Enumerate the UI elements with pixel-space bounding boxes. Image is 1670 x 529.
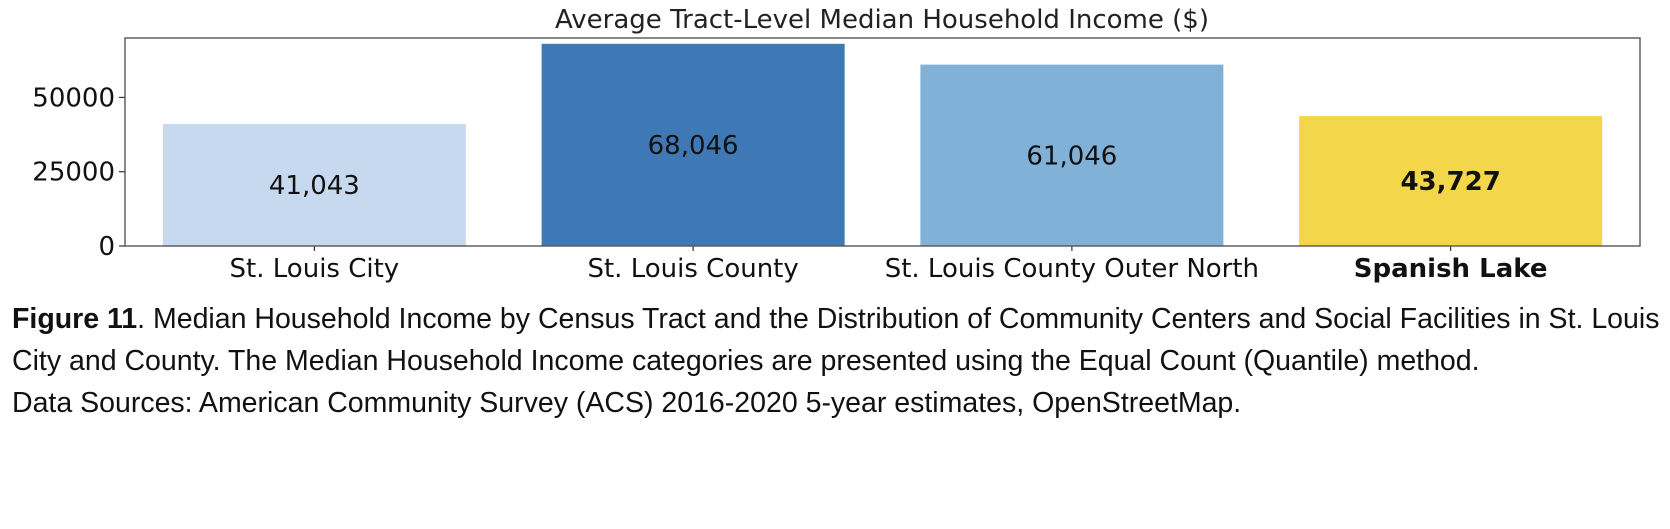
x-tick-label: St. Louis County Outer North bbox=[885, 254, 1259, 284]
x-tick-label: St. Louis City bbox=[230, 254, 400, 284]
figure-label: Figure 11 bbox=[12, 303, 138, 335]
bar-st-louis-county-outer-north bbox=[920, 64, 1224, 246]
plot-frame bbox=[124, 37, 1641, 247]
bar-st-louis-city bbox=[162, 124, 466, 246]
bar-value-label: 43,727 bbox=[1400, 167, 1500, 197]
x-tick-label: St. Louis County bbox=[587, 254, 798, 284]
caption-body: Figure 11. Median Household Income by Ce… bbox=[12, 298, 1662, 382]
bar-chart: Average Tract-Level Median Household Inc… bbox=[32, 5, 1641, 284]
plot-area: 41,043 St. Louis City 68,046 St. Louis Coun… bbox=[32, 37, 1641, 284]
bar-value-label: 41,043 bbox=[269, 171, 360, 201]
bar-value-label: 61,046 bbox=[1026, 141, 1117, 171]
x-tick-label: Spanish Lake bbox=[1354, 254, 1548, 284]
figure-caption: Figure 11. Median Household Income by Ce… bbox=[12, 298, 1662, 424]
bar-st-louis-county bbox=[541, 43, 845, 247]
bar-value-label: 68,046 bbox=[648, 131, 739, 161]
caption-text: . Median Household Income by Census Trac… bbox=[12, 303, 1660, 377]
y-tick-label: 0 bbox=[98, 232, 115, 262]
bar-spanish-lake bbox=[1299, 116, 1603, 246]
caption-sources: Data Sources: American Community Survey … bbox=[12, 387, 1242, 419]
chart-title: Average Tract-Level Median Household Inc… bbox=[555, 5, 1209, 35]
y-tick-label: 50000 bbox=[32, 83, 115, 113]
y-tick-label: 25000 bbox=[32, 158, 115, 188]
